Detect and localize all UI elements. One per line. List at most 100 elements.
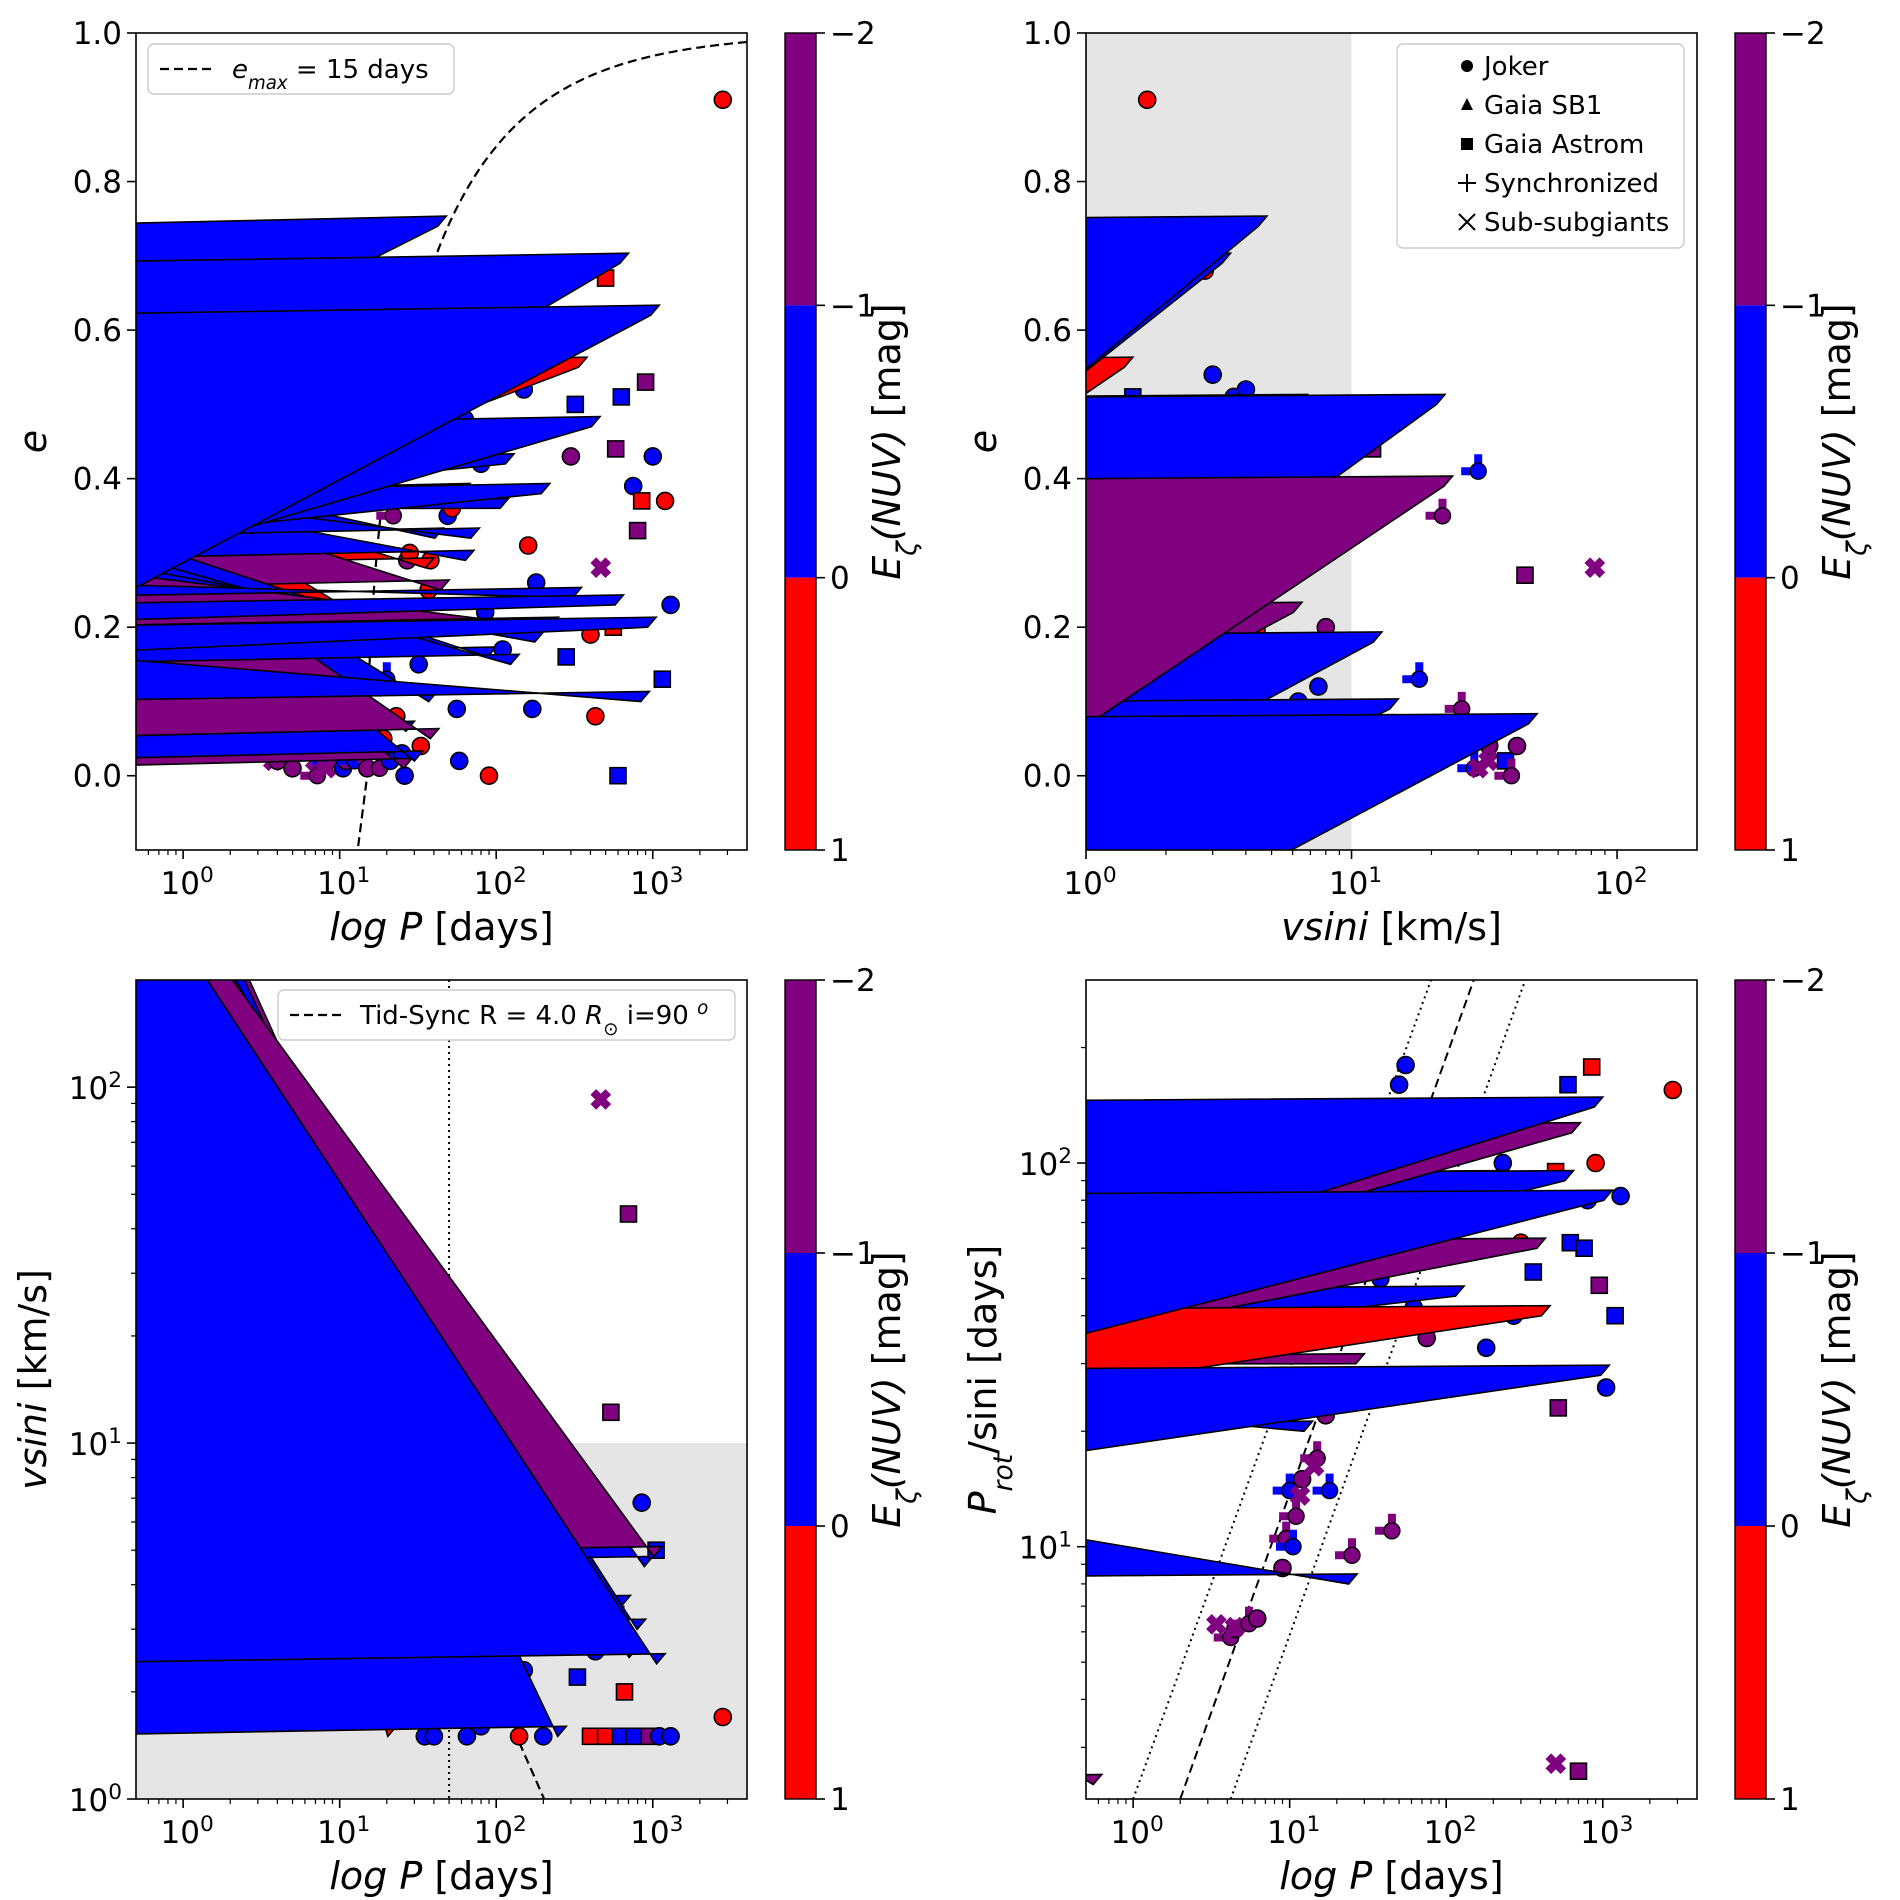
colorbar-tick-label: −2: [1780, 963, 1826, 999]
y-tick-label: 100: [69, 1780, 122, 1820]
y-tick-label: 0.6: [73, 313, 122, 349]
x-tick-label: 102: [474, 863, 527, 903]
y-tick-label: 102: [69, 1068, 122, 1108]
legend-emax: emax = 15 days: [147, 43, 455, 95]
gaia-sb1-point: [136, 1135, 154, 1197]
x-tick-label: 103: [1580, 1812, 1633, 1852]
y-tick-label: 0.4: [73, 462, 122, 498]
colorbar-band-blue: [1735, 1253, 1766, 1526]
joker-point: [643, 447, 663, 466]
y-tick-label: 0.2: [1023, 610, 1072, 646]
gaia-astrom-point: [625, 1727, 643, 1746]
colorbar-band-red: [785, 577, 816, 850]
joker-point: [1137, 90, 1157, 110]
y-tick-label: 0.8: [73, 165, 122, 201]
sub-subgiant-point: [1545, 1753, 1567, 1775]
axes-panel-1: 100 101 102 103 0.0 0.2 0.4 0.6 0.8 1.0 log P [day…: [11, 16, 748, 949]
gaia-astrom-point: [1575, 1239, 1593, 1257]
colorbar-panel-1: −2 −1 0 1 Eζ(NUV) [mag]: [784, 16, 923, 869]
joker-point: [713, 1707, 733, 1727]
x-tick-label: 101: [317, 1812, 370, 1852]
legend-box: [1396, 43, 1685, 249]
y-tick-label: 0.0: [73, 759, 122, 795]
colorbar-band-purple: [785, 980, 816, 1253]
gaia-sb1-point: [1086, 1189, 1615, 1335]
gaia-astrom-point: [1606, 1306, 1624, 1325]
legend-box: [277, 989, 736, 1041]
colorbar-label: Eζ(NUV) [mag]: [1815, 1251, 1873, 1528]
gaia-sb1-point: [136, 980, 667, 1666]
y-axis-label: e: [11, 430, 55, 453]
gaia-sb1-point: [1086, 1364, 1611, 1452]
axes: 100 101 102 103 0.0 0.2 0.4 0.6 0.8 1.0 log P [day…: [11, 16, 1698, 1898]
sub-subgiant-point: [1303, 1455, 1325, 1477]
joker-point: [533, 1727, 553, 1746]
points-panel-4: [1086, 1055, 1683, 1786]
gaia-sb1-point: [1086, 1773, 1104, 1786]
colorbar-tick-label: 1: [830, 1782, 850, 1818]
y-axis-label: vsini [km/s]: [11, 1269, 55, 1490]
joker-point: [283, 758, 302, 778]
joker-point: [632, 1493, 652, 1512]
colorbar-band-purple: [1735, 33, 1766, 306]
joker-point: [1389, 1075, 1409, 1094]
colorbar-band-blue: [1735, 305, 1766, 578]
gaia-astrom-point: [1590, 1276, 1609, 1295]
plot-frame: [135, 32, 748, 851]
joker-point: [424, 1727, 444, 1746]
legend-label: Tid-Sync R = 4.0 R⊙ i=90 o: [359, 998, 708, 1040]
joker-point: [509, 1727, 529, 1746]
colorbar-band-red: [1735, 1526, 1766, 1799]
joker-point: [1507, 736, 1527, 756]
legend-label: emax = 15 days: [232, 55, 429, 94]
colorbar-tick-label: 0: [830, 1509, 850, 1545]
colorbar-label: Eζ(NUV) [mag]: [865, 303, 923, 580]
joker-point: [409, 654, 429, 674]
colorbar-panel-4: −2 −1 0 1 Eζ(NUV) [mag]: [1734, 963, 1873, 1818]
legend-plus-icon: [1458, 174, 1476, 192]
x-axis-label: log P [days]: [329, 905, 553, 949]
legend-square-icon: [1461, 138, 1473, 150]
joker-point: [1247, 1609, 1267, 1628]
colorbar-frame: [1734, 32, 1767, 851]
y-tick-label: 1.0: [1023, 16, 1072, 52]
colorbar-tick-label: −1: [830, 1236, 876, 1272]
gaia-astrom-point: [1582, 1058, 1601, 1076]
legend-label: Gaia Astrom: [1484, 130, 1644, 160]
colorbar-band-blue: [785, 305, 816, 578]
joker-point: [1586, 1153, 1605, 1173]
colorbar-band-purple: [785, 33, 816, 306]
joker-point: [655, 491, 675, 511]
joker-point: [1596, 1378, 1616, 1397]
gaia-astrom-point: [602, 1403, 620, 1422]
colorbar-band-red: [785, 1526, 816, 1799]
sub-subgiant-point: [1584, 557, 1606, 579]
y-tick-label: 0.2: [73, 610, 122, 646]
x-axis-label: vsini [km/s]: [1281, 905, 1502, 949]
joker-point: [1663, 1080, 1683, 1100]
legend-box: [147, 43, 455, 95]
joker-point: [1309, 677, 1328, 696]
joker-point: [586, 706, 605, 726]
y-tick-label: 0.0: [1023, 759, 1072, 795]
points-panel-3: [136, 980, 733, 1746]
x-tick-label: 100: [160, 863, 213, 903]
joker-point: [1292, 1469, 1312, 1489]
gaia-sb1-point: [1086, 356, 1135, 395]
gaia-sb1-point: [136, 584, 584, 599]
colorbar-label: Eζ(NUV) [mag]: [865, 1251, 923, 1528]
joker-point: [1493, 1153, 1513, 1173]
colorbar-tick-label: −1: [1780, 288, 1826, 324]
x-axis-label: log P [days]: [329, 1854, 553, 1898]
x-axis-label: log P [days]: [1279, 1854, 1503, 1898]
y-tick-label: 0.8: [1023, 165, 1072, 201]
y-tick-label: 101: [69, 1424, 122, 1464]
sub-subgiant-point: [590, 557, 612, 579]
gaia-astrom-point: [636, 373, 655, 391]
gaia-astrom-point: [609, 766, 627, 785]
x-tick-label: 102: [1424, 1812, 1477, 1852]
plot-frame: [1085, 32, 1698, 851]
joker-point: [518, 536, 538, 555]
